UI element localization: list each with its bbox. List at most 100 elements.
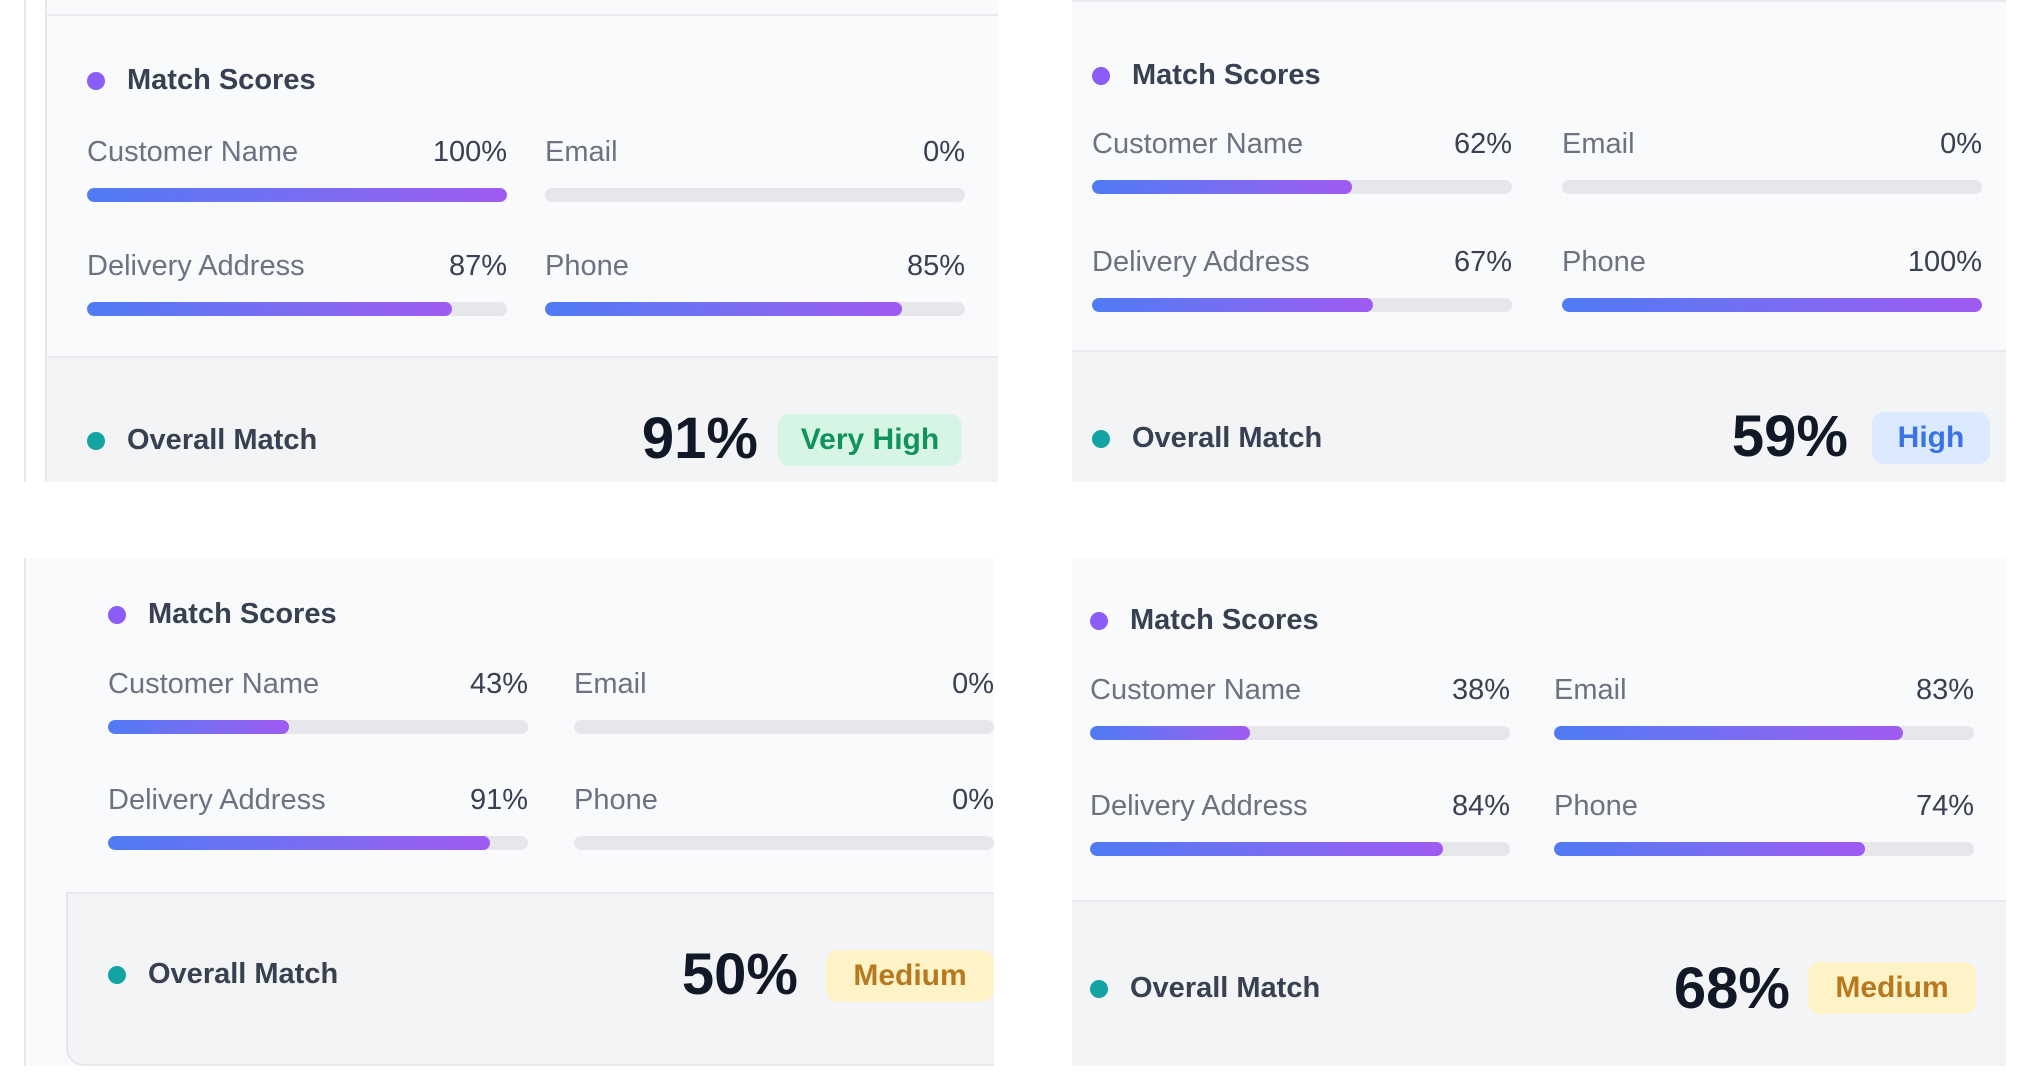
score-bar-fill bbox=[1562, 298, 1982, 312]
match-level-badge: Very High bbox=[778, 414, 962, 466]
score-bar-fill bbox=[1554, 842, 1865, 856]
overall-match-percentage: 91% bbox=[641, 406, 758, 471]
overall-match-section: Overall Match 68% Medium bbox=[1072, 900, 2006, 1066]
score-value: 0% bbox=[923, 136, 965, 168]
score-bar-fill bbox=[1554, 726, 1903, 740]
score-phone: Phone 74% bbox=[1554, 790, 1974, 860]
score-bar-fill bbox=[1090, 842, 1443, 856]
score-email: Email 83% bbox=[1554, 674, 1974, 744]
overall-match-title: Overall Match bbox=[1130, 972, 1321, 1004]
score-bar-fill bbox=[108, 836, 491, 850]
score-label: Email bbox=[1554, 674, 1627, 706]
score-value: 87% bbox=[448, 250, 507, 282]
score-bar-fill bbox=[108, 720, 289, 734]
score-customer-name: Customer Name 100% bbox=[87, 136, 507, 206]
score-label: Email bbox=[1562, 128, 1635, 160]
score-bar-track bbox=[108, 836, 528, 850]
score-bar-track bbox=[1090, 842, 1510, 856]
match-scores-title: Match Scores bbox=[148, 598, 337, 630]
score-email: Email 0% bbox=[545, 136, 965, 206]
score-bar-track bbox=[1092, 298, 1512, 312]
score-bar-fill bbox=[1092, 180, 1353, 194]
overall-match-dot-icon bbox=[1090, 979, 1108, 998]
score-email: Email 0% bbox=[1562, 128, 1982, 198]
score-label: Phone bbox=[1562, 246, 1646, 278]
score-value: 74% bbox=[1915, 790, 1974, 822]
score-customer-name: Customer Name 43% bbox=[108, 668, 528, 738]
match-card-1: Match Scores Customer Name 100% Email 0%… bbox=[45, 0, 998, 482]
match-scores-section: Match Scores Customer Name 38% Email 83%… bbox=[1072, 558, 2006, 902]
score-value: 85% bbox=[906, 250, 965, 282]
match-scores-dot-icon bbox=[108, 605, 126, 624]
score-phone: Phone 85% bbox=[545, 250, 965, 320]
score-bar-track bbox=[574, 836, 994, 850]
score-value: 67% bbox=[1453, 246, 1512, 278]
match-scores-dot-icon bbox=[1090, 611, 1108, 630]
score-bar-track bbox=[1562, 180, 1982, 194]
score-value: 100% bbox=[432, 136, 507, 168]
score-delivery-address: Delivery Address 67% bbox=[1092, 246, 1512, 316]
score-label: Delivery Address bbox=[108, 784, 326, 816]
score-label: Email bbox=[574, 668, 647, 700]
score-bar-track bbox=[87, 188, 507, 202]
score-customer-name: Customer Name 38% bbox=[1090, 674, 1510, 744]
match-scores-dot-icon bbox=[87, 71, 105, 90]
score-bar-fill bbox=[545, 302, 902, 316]
score-phone: Phone 0% bbox=[574, 784, 994, 854]
score-label: Delivery Address bbox=[87, 250, 305, 282]
match-scores-title: Match Scores bbox=[127, 64, 316, 96]
score-value: 0% bbox=[1940, 128, 1982, 160]
score-label: Customer Name bbox=[108, 668, 320, 700]
overall-match-percentage: 68% bbox=[1673, 956, 1790, 1021]
score-bar-track bbox=[1554, 842, 1974, 856]
match-scores-dot-icon bbox=[1092, 66, 1110, 85]
score-bar-track bbox=[1092, 180, 1512, 194]
score-bar-track bbox=[108, 720, 528, 734]
score-delivery-address: Delivery Address 87% bbox=[87, 250, 507, 320]
score-bar-track bbox=[1562, 298, 1982, 312]
score-value: 38% bbox=[1451, 674, 1510, 706]
score-label: Email bbox=[545, 136, 618, 168]
match-level-badge: Medium bbox=[1808, 962, 1976, 1014]
score-label: Delivery Address bbox=[1092, 246, 1310, 278]
overall-match-title: Overall Match bbox=[127, 424, 318, 456]
score-value: 0% bbox=[952, 668, 994, 700]
score-bar-track bbox=[545, 302, 965, 316]
overall-match-dot-icon bbox=[108, 965, 126, 984]
score-bar-fill bbox=[87, 302, 453, 316]
score-bar-track bbox=[1090, 726, 1510, 740]
score-value: 100% bbox=[1907, 246, 1982, 278]
overall-match-percentage: 59% bbox=[1731, 404, 1848, 469]
score-value: 83% bbox=[1915, 674, 1974, 706]
overall-match-section: Overall Match 59% High bbox=[1072, 350, 2006, 482]
left-edge-line bbox=[24, 0, 26, 482]
overall-match-dot-icon bbox=[1092, 429, 1110, 448]
match-card-4: Match Scores Customer Name 38% Email 83%… bbox=[1072, 558, 2006, 1066]
score-delivery-address: Delivery Address 91% bbox=[108, 784, 528, 854]
score-bar-track bbox=[1554, 726, 1974, 740]
match-card-2: Match Scores Customer Name 62% Email 0% … bbox=[1072, 0, 2006, 482]
score-label: Customer Name bbox=[87, 136, 299, 168]
match-level-badge: Medium bbox=[826, 950, 994, 1002]
match-scores-title: Match Scores bbox=[1132, 59, 1321, 91]
score-bar-fill bbox=[87, 188, 507, 202]
score-label: Delivery Address bbox=[1090, 790, 1308, 822]
score-label: Customer Name bbox=[1092, 128, 1304, 160]
score-bar-track bbox=[87, 302, 507, 316]
match-scores-section: Match Scores Customer Name 100% Email 0%… bbox=[47, 14, 998, 372]
score-value: 0% bbox=[952, 784, 994, 816]
match-scores-section: Match Scores Customer Name 43% Email 0% … bbox=[26, 558, 994, 896]
overall-match-section: Overall Match 50% Medium bbox=[66, 892, 994, 1066]
score-label: Customer Name bbox=[1090, 674, 1302, 706]
score-delivery-address: Delivery Address 84% bbox=[1090, 790, 1510, 860]
overall-match-title: Overall Match bbox=[1132, 422, 1323, 454]
score-value: 62% bbox=[1453, 128, 1512, 160]
overall-match-section: Overall Match 91% Very High bbox=[47, 356, 998, 482]
score-label: Phone bbox=[574, 784, 658, 816]
score-customer-name: Customer Name 62% bbox=[1092, 128, 1512, 198]
overall-match-title: Overall Match bbox=[148, 958, 339, 990]
score-value: 84% bbox=[1451, 790, 1510, 822]
score-bar-fill bbox=[1092, 298, 1374, 312]
overall-match-dot-icon bbox=[87, 431, 105, 450]
match-level-badge: High bbox=[1872, 412, 1990, 464]
